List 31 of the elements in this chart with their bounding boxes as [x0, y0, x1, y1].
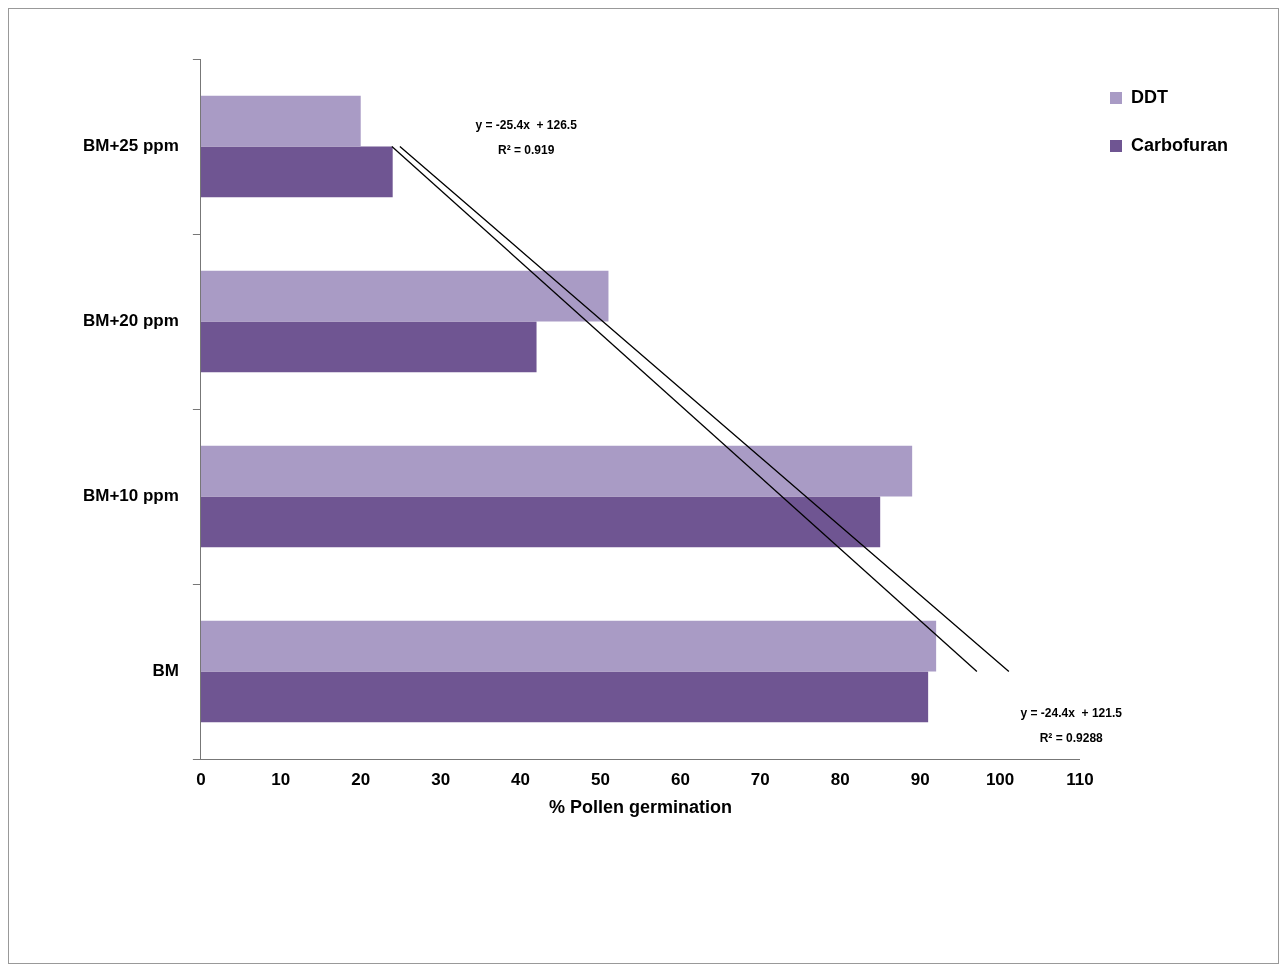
- bar: [200, 95, 361, 147]
- bar: [200, 146, 393, 198]
- bar: [200, 496, 881, 548]
- bar: [200, 270, 609, 322]
- x-tick-label: 20: [351, 769, 371, 789]
- x-tick-label: 110: [1066, 769, 1094, 789]
- annotation: y = -25.4x + 126.5: [475, 118, 578, 132]
- y-tick-label: BM+20 ppm: [82, 311, 179, 331]
- y-tick-label: BM+10 ppm: [82, 486, 179, 506]
- x-axis-title: % Pollen germination: [548, 797, 732, 818]
- annotation: y = -24.4x + 121.5: [1020, 706, 1123, 720]
- x-tick-label: 50: [591, 769, 610, 789]
- bar: [200, 671, 929, 723]
- bar: [200, 445, 913, 497]
- bar: [200, 321, 537, 373]
- x-tick-label: 40: [511, 769, 531, 789]
- x-tick-label: 30: [431, 769, 451, 789]
- x-tick-label: 90: [910, 769, 930, 789]
- y-tick-label: BM: [152, 661, 179, 681]
- y-tick-label: BM+25 ppm: [82, 136, 179, 156]
- x-tick-label: 80: [830, 769, 850, 789]
- legend-label: Carbofuran: [1131, 134, 1229, 155]
- x-tick-label: 70: [750, 769, 770, 789]
- x-tick-label: 100: [985, 769, 1015, 789]
- annotation: R² = 0.919: [497, 142, 555, 157]
- x-tick-label: 10: [271, 769, 291, 789]
- annotation: R² = 0.9288: [1039, 730, 1104, 745]
- bar: [200, 620, 937, 672]
- x-tick-label: 0: [196, 769, 206, 789]
- legend-label: DDT: [1131, 86, 1168, 107]
- x-tick-label: 60: [670, 769, 690, 789]
